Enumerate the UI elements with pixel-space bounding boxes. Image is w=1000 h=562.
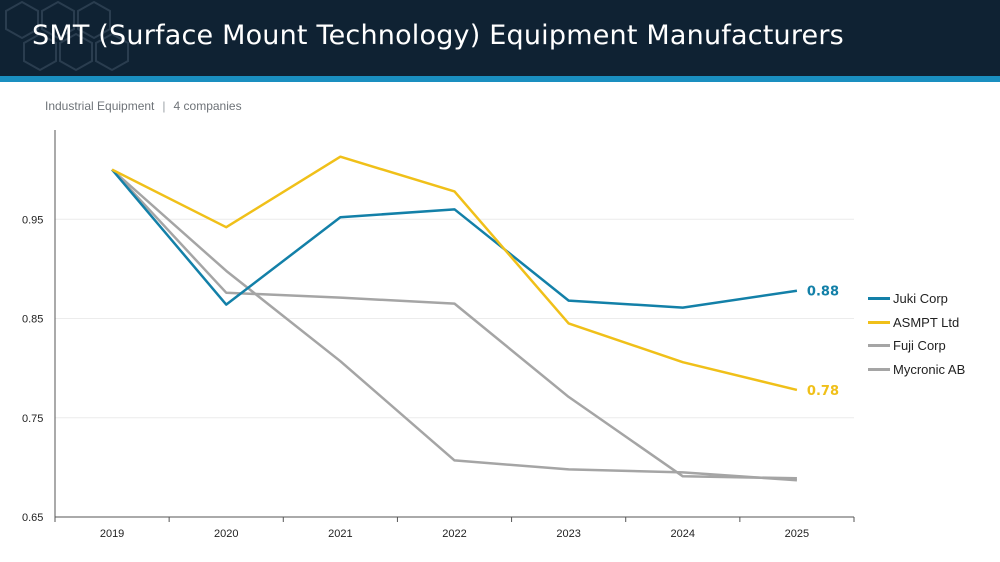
y-tick-label: 0.65 [22,512,43,524]
legend-item: ASMPT Ltd [868,311,965,335]
header-accent-band [0,76,1000,82]
chart-legend: Juki Corp ASMPT Ltd Fuji Corp Mycronic AB [868,287,965,381]
y-tick-label: 0.95 [22,214,43,226]
subtitle: Industrial Equipment | 4 companies [45,99,242,113]
legend-swatch [868,320,890,324]
legend-item: Juki Corp [868,287,965,311]
series-lines [111,155,798,482]
legend-item: Fuji Corp [868,334,965,358]
subtitle-separator: | [162,99,166,113]
subtitle-category: Industrial Equipment [45,99,155,113]
y-tick-label: 0.75 [22,413,43,425]
x-tick-label: 2021 [328,528,352,540]
end-value-label: 0.78 [807,384,839,399]
end-value-label: 0.88 [807,285,839,300]
data-labels: 0.88 0.78 [807,285,839,399]
legend-label: Mycronic AB [893,361,966,377]
series-line-juki-corp [111,168,798,309]
x-tick-label: 2022 [442,528,466,540]
header-bar: SMT (Surface Mount Technology) Equipment… [0,0,1000,76]
hexagon-pattern-icon [5,0,129,72]
x-tick-label: 2024 [671,528,695,540]
grid-lines [55,218,854,419]
x-tick-label: 2025 [785,528,809,540]
subtitle-company-count: 4 companies [173,99,242,113]
x-tick-label: 2019 [100,528,124,540]
page-title: SMT (Surface Mount Technology) Equipment… [32,20,844,51]
x-tick-label: 2020 [214,528,238,540]
legend-label: ASMPT Ltd [893,314,960,330]
series-line-fuji-corp [111,168,797,480]
series-line-asmpt-ltd [111,155,798,392]
legend-label: Juki Corp [893,291,948,307]
legend-swatch [868,297,890,301]
axes: 0.65 0.75 0.85 0.95 2019 2020 2021 2022 2023 2024… [22,130,855,540]
legend-swatch [868,344,890,348]
legend-item: Mycronic AB [868,358,965,382]
series-line-mycronic-ab [111,168,798,482]
legend-swatch [868,367,890,371]
legend-label: Fuji Corp [893,338,946,354]
y-tick-label: 0.85 [22,314,43,326]
x-tick-label: 2023 [556,528,580,540]
